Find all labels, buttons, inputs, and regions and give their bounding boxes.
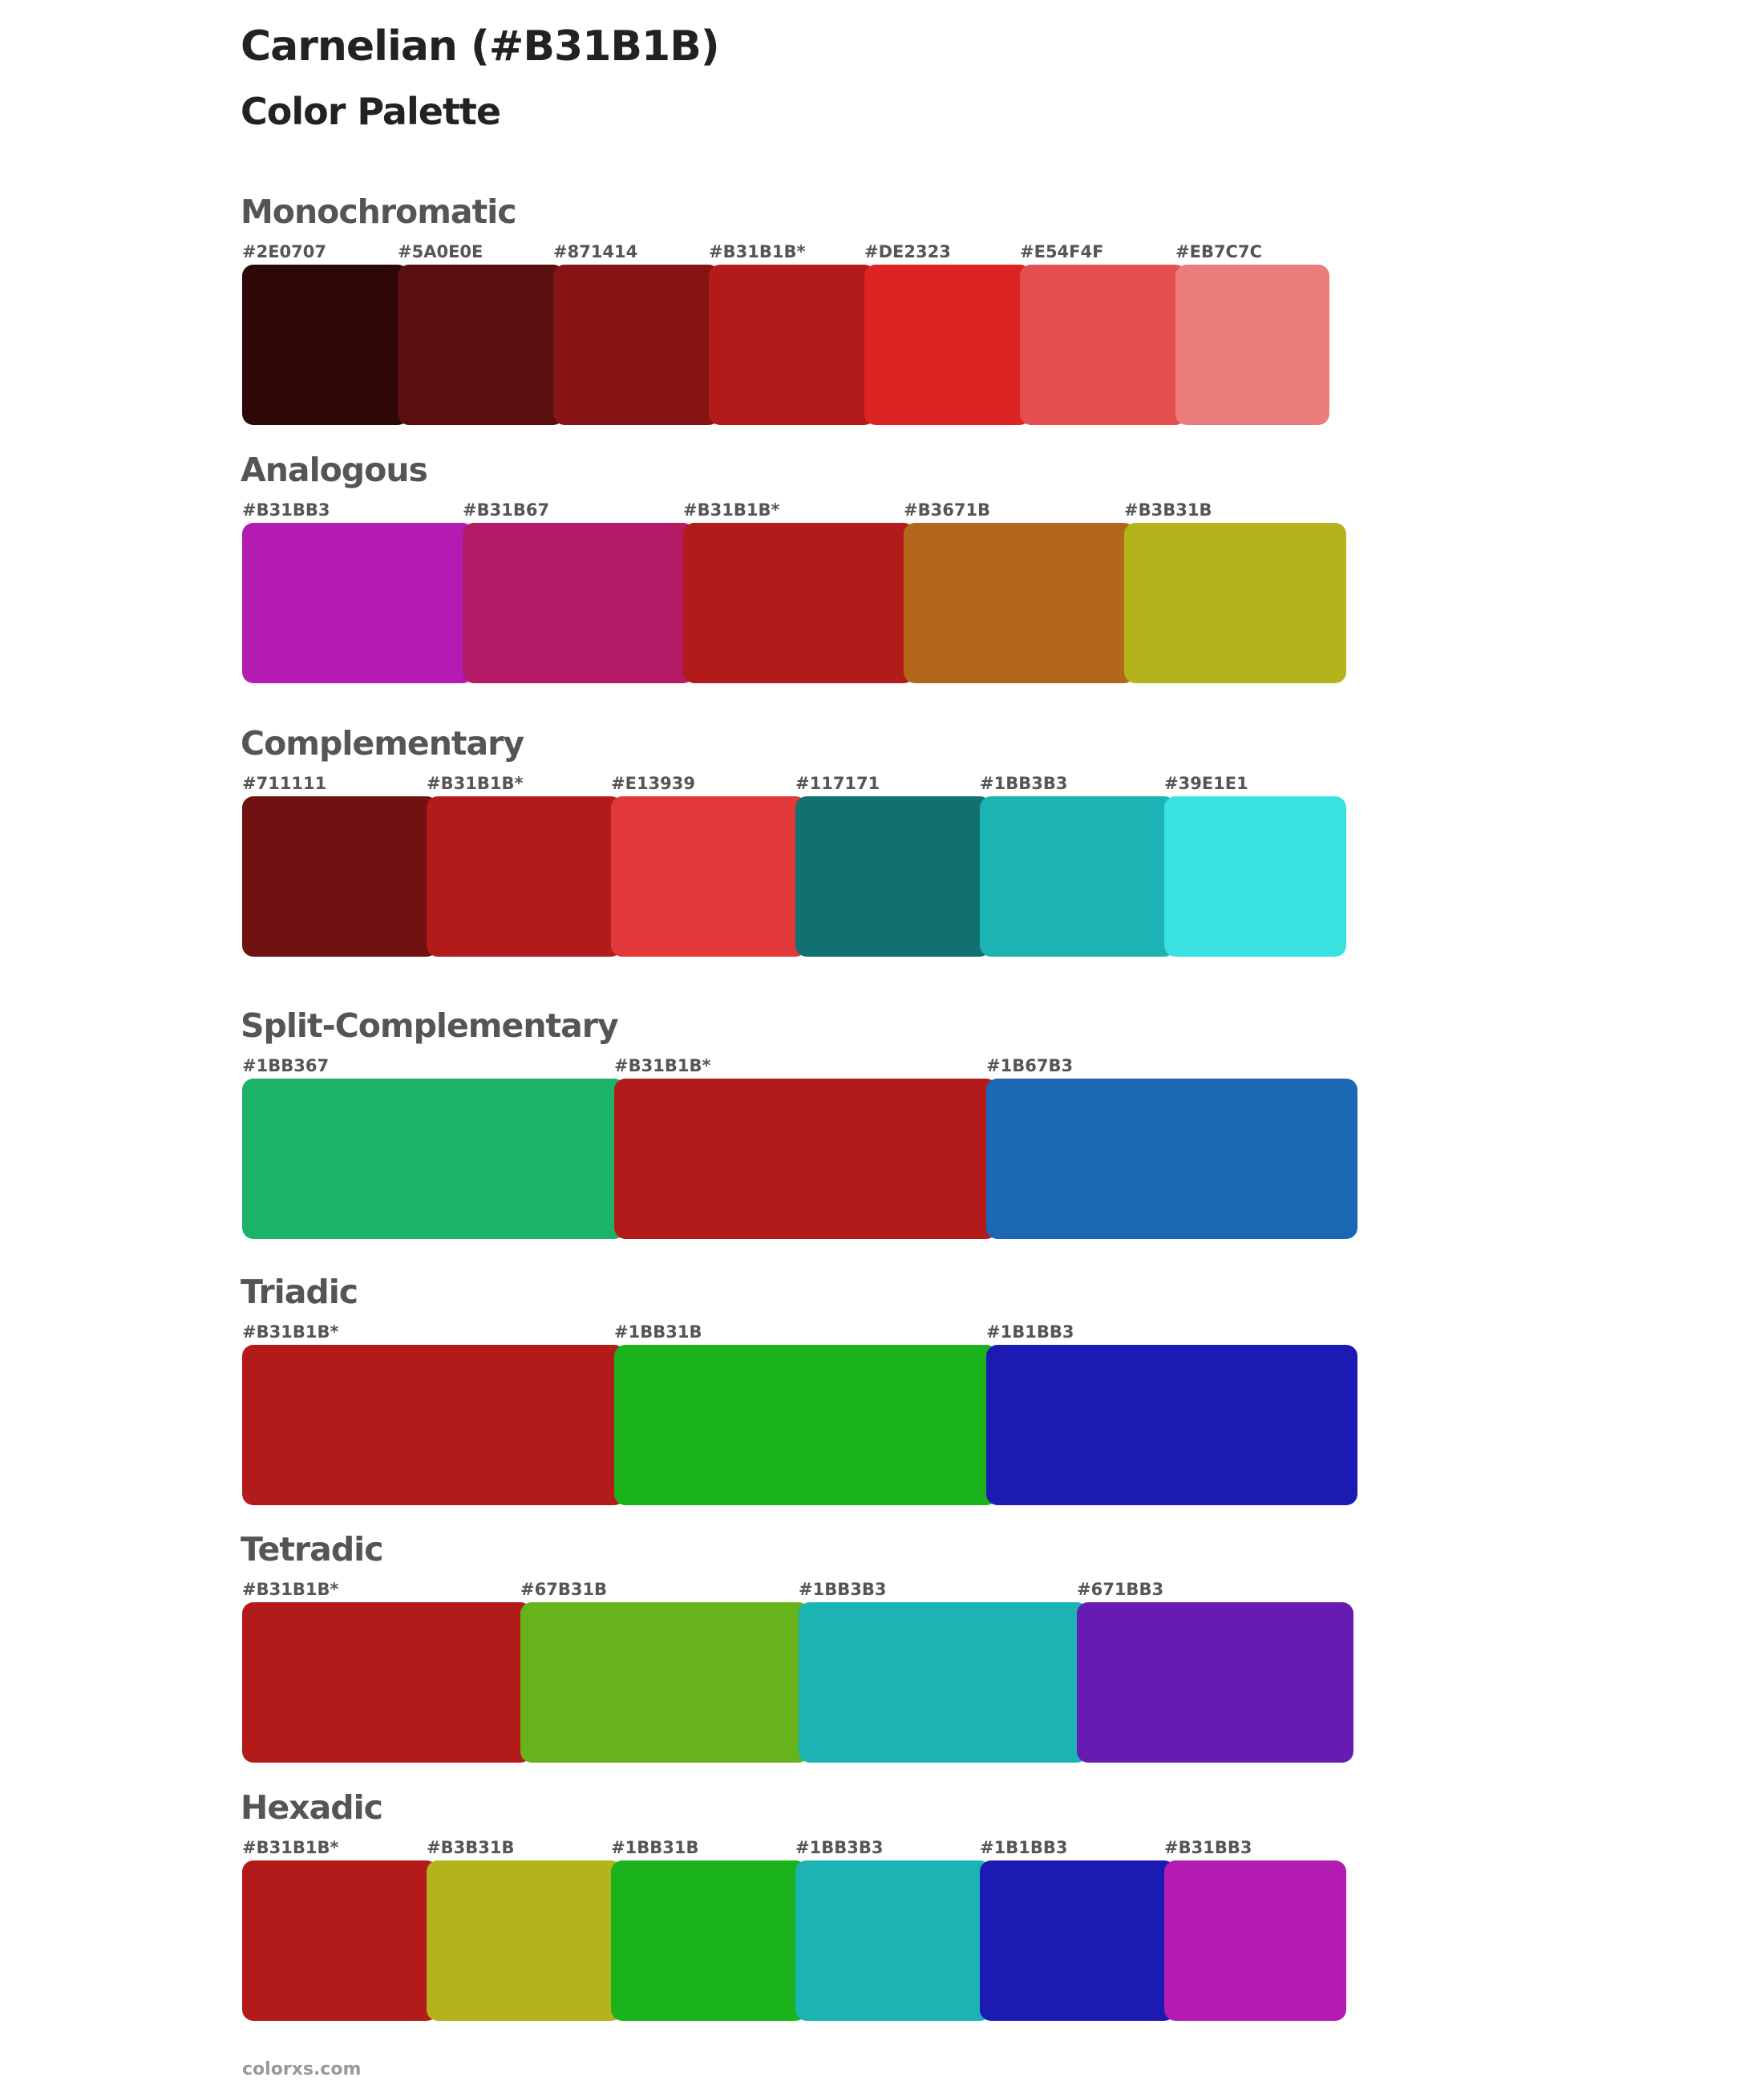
color-hex-label: #B31B1B*: [242, 1580, 339, 1599]
palette-title: Monochromatic: [241, 192, 517, 231]
color-hex-label: #B3B31B: [1124, 500, 1212, 520]
color-hex-label: #1BB3B3: [980, 774, 1068, 793]
color-hex-label: #B31B1B*: [427, 774, 524, 793]
color-hex-label: #B31BB3: [1164, 1838, 1252, 1857]
color-hex-label: #1BB31B: [614, 1322, 702, 1342]
palette-title: Hexadic: [241, 1788, 383, 1827]
color-swatch[interactable]: [864, 265, 1031, 425]
color-swatch[interactable]: [1020, 265, 1187, 425]
color-hex-label: #E13939: [611, 774, 695, 793]
page-subtitle: Color Palette: [241, 90, 501, 133]
color-hex-label: #1B1BB3: [986, 1322, 1074, 1342]
color-hex-label: #1B1BB3: [980, 1838, 1068, 1857]
color-swatch[interactable]: [242, 796, 438, 957]
palette-title: Analogous: [241, 451, 428, 489]
color-swatch[interactable]: [242, 523, 474, 683]
color-swatch[interactable]: [520, 1602, 810, 1763]
color-hex-label: #871414: [553, 242, 638, 261]
color-swatch[interactable]: [1124, 523, 1346, 683]
color-swatch[interactable]: [986, 1079, 1357, 1239]
color-hex-label: #1B67B3: [986, 1056, 1074, 1075]
color-swatch[interactable]: [427, 1860, 622, 2021]
color-swatch[interactable]: [614, 1079, 997, 1239]
color-hex-label: #B31B1B*: [242, 1322, 339, 1342]
color-swatch[interactable]: [611, 1860, 807, 2021]
color-swatch[interactable]: [795, 796, 991, 957]
color-hex-label: #671BB3: [1077, 1580, 1164, 1599]
palette-title: Split-Complementary: [241, 1006, 619, 1045]
color-hex-label: #2E0707: [242, 242, 326, 261]
color-hex-label: #67B31B: [520, 1580, 608, 1599]
site-link[interactable]: colorxs.com: [242, 2059, 362, 2079]
color-swatch[interactable]: [1175, 265, 1329, 425]
color-swatch[interactable]: [614, 1345, 997, 1505]
color-hex-label: #B31B67: [463, 500, 550, 520]
color-swatch[interactable]: [398, 265, 564, 425]
color-swatch[interactable]: [980, 1860, 1175, 2021]
color-swatch[interactable]: [980, 796, 1175, 957]
color-swatch[interactable]: [799, 1602, 1088, 1763]
palette-title: Complementary: [241, 724, 524, 763]
color-hex-label: #711111: [242, 774, 327, 793]
color-swatch[interactable]: [242, 1345, 625, 1505]
color-swatch[interactable]: [1077, 1602, 1353, 1763]
color-swatch[interactable]: [986, 1345, 1357, 1505]
color-hex-label: #B31B1B*: [683, 500, 780, 520]
color-hex-label: #B31B1B*: [709, 242, 806, 261]
color-hex-label: #39E1E1: [1164, 774, 1248, 793]
color-swatch[interactable]: [242, 265, 409, 425]
page-title: Carnelian (#B31B1B): [241, 22, 720, 71]
color-hex-label: #B31BB3: [242, 500, 330, 520]
color-swatch[interactable]: [611, 796, 807, 957]
color-hex-label: #1BB31B: [611, 1838, 699, 1857]
color-hex-label: #B31B1B*: [614, 1056, 711, 1075]
color-hex-label: #DE2323: [864, 242, 951, 261]
color-swatch[interactable]: [427, 796, 622, 957]
color-swatch[interactable]: [1164, 796, 1346, 957]
color-swatch[interactable]: [242, 1860, 438, 2021]
color-swatch[interactable]: [242, 1079, 625, 1239]
color-hex-label: #1BB3B3: [795, 1838, 884, 1857]
color-hex-label: #EB7C7C: [1175, 242, 1262, 261]
color-hex-label: #1BB3B3: [799, 1580, 887, 1599]
color-swatch[interactable]: [709, 265, 876, 425]
color-hex-label: #117171: [795, 774, 880, 793]
color-hex-label: #B3B31B: [427, 1838, 515, 1857]
color-hex-label: #E54F4F: [1020, 242, 1104, 261]
palette-title: Tetradic: [241, 1530, 384, 1569]
color-swatch[interactable]: [795, 1860, 991, 2021]
color-swatch[interactable]: [1164, 1860, 1346, 2021]
color-swatch[interactable]: [553, 265, 720, 425]
color-swatch[interactable]: [904, 523, 1135, 683]
color-swatch[interactable]: [242, 1602, 532, 1763]
color-hex-label: #5A0E0E: [398, 242, 483, 261]
palette-title: Triadic: [241, 1273, 358, 1311]
color-hex-label: #B31B1B*: [242, 1838, 339, 1857]
color-hex-label: #B3671B: [904, 500, 991, 520]
color-swatch[interactable]: [683, 523, 915, 683]
color-swatch[interactable]: [463, 523, 694, 683]
color-hex-label: #1BB367: [242, 1056, 330, 1075]
